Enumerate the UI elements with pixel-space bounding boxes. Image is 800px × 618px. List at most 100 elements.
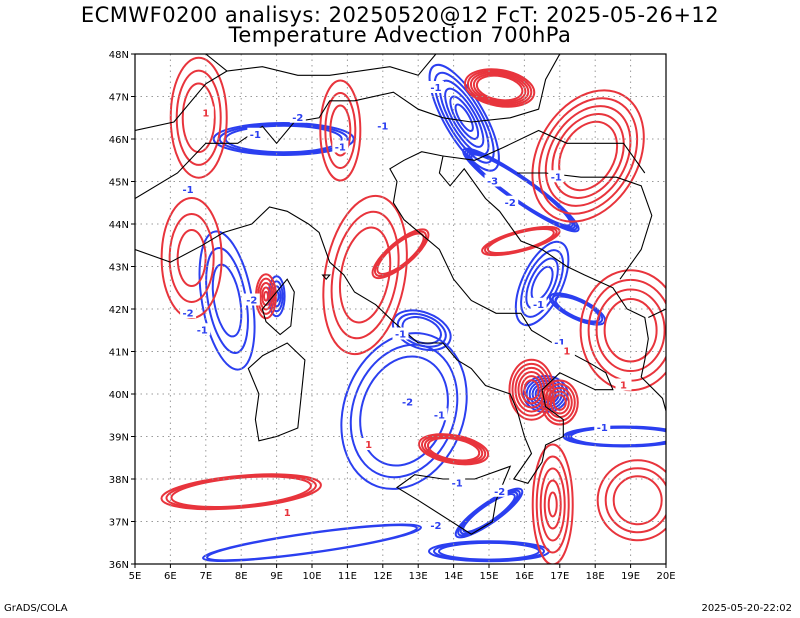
contour-label-bg [360, 438, 377, 450]
pos-advection-contour [175, 69, 222, 166]
neg-advection-contour [554, 295, 601, 323]
grads-credit: GrADS/COLA [4, 603, 68, 614]
lon-tick-label: 10E [302, 571, 321, 582]
contour-label-bg [427, 518, 444, 531]
lat-tick-label: 48N [109, 50, 129, 61]
lon-tick-label: 9E [270, 571, 283, 582]
contour-label-bg [594, 421, 611, 433]
pos-advection-contour [376, 232, 425, 275]
lon-tick-label: 20E [656, 571, 675, 582]
axis-layer: 5E 6E 7E 8E 9E 10E 11E 12E 13E 14E 15E 16E 17E 18E 19E… [109, 50, 676, 582]
pos-advection-contour [330, 210, 400, 340]
pos-advection-contour [612, 475, 663, 526]
pos-advection-contour [511, 362, 552, 417]
contour-label-bg [197, 106, 214, 119]
pos-advection-contour [160, 473, 322, 511]
lat-tick-label: 36N [109, 560, 129, 571]
contour-label-bg [392, 327, 409, 340]
pos-advection-contour [418, 433, 490, 466]
contour-label: -1 [377, 121, 388, 132]
contour-label-bg [332, 140, 349, 153]
contour-label-bg [427, 81, 444, 93]
contour-label-bg [194, 323, 211, 336]
map-subtitle: Temperature Advection 700hPa [228, 23, 572, 47]
neg-advection-contour [548, 292, 607, 326]
contour-label-bg [289, 110, 306, 123]
lat-tick-label: 42N [109, 305, 129, 316]
contour-label-bg [399, 395, 416, 408]
lat-tick-label: 37N [109, 518, 129, 529]
lon-tick-label: 5E [129, 571, 142, 582]
lon-tick-label: 8E [235, 571, 248, 582]
contour-label-bg [180, 306, 197, 319]
contour-label-bg [180, 183, 197, 195]
pos-advection-contour [464, 68, 536, 108]
contour-label-bg [615, 378, 632, 391]
lon-tick-label: 19E [621, 571, 640, 582]
pos-advection-contour [538, 97, 639, 215]
pos-advection-contour [329, 104, 352, 157]
lat-tick-label: 44N [109, 220, 129, 231]
pos-advection-contour [426, 437, 481, 462]
lat-tick-label: 43N [109, 263, 129, 274]
contour-label-bg [558, 344, 575, 357]
pos-advection-contour [324, 92, 357, 169]
contour-label: -1 [554, 338, 565, 349]
contour-label: -2 [430, 521, 441, 532]
national-border [205, 54, 437, 76]
pos-advection-contour [423, 435, 484, 463]
lon-tick-label: 13E [409, 571, 428, 582]
pos-advection-contour [165, 474, 317, 510]
contour-label: -2 [402, 398, 413, 409]
pos-advection-contour [539, 467, 566, 542]
pos-advection-contour [540, 379, 579, 426]
contour-label: 1 [620, 381, 627, 392]
lon-tick-label: 7E [199, 571, 212, 582]
neg-advection-contour [520, 249, 565, 318]
neg-advection-contour [218, 123, 349, 155]
contour-label: -3 [487, 177, 498, 188]
neg-advection-contour [462, 493, 516, 533]
sicily-coastline [396, 465, 512, 535]
pos-advection-contour [549, 390, 570, 415]
lat-tick-label: 39N [109, 433, 129, 444]
national-border [442, 129, 646, 174]
contour-label: 1 [202, 109, 209, 120]
contour-label-bg [548, 170, 565, 183]
contour-label: 1 [563, 347, 570, 358]
pos-advection-contour [520, 375, 543, 405]
contour-label: -1 [533, 300, 544, 311]
pos-advection-contour [168, 213, 215, 303]
pos-advection-contour [181, 82, 216, 154]
lat-tick-label: 45N [109, 178, 129, 189]
pos-advection-contour [603, 298, 658, 363]
neg-advection-contour [438, 541, 540, 561]
pos-advection-contour [258, 282, 273, 311]
pos-advection-contour [373, 230, 428, 277]
pos-advection-contour [469, 71, 530, 105]
pos-advection-contour [531, 443, 574, 564]
contour-label: 1 [365, 440, 372, 451]
lat-tick-label: 47N [109, 93, 129, 104]
lat-tick-label: 41N [109, 348, 129, 359]
pos-advection-contour [322, 194, 408, 356]
lat-tick-label: 40N [109, 390, 129, 401]
pos-advection-contour [339, 226, 392, 324]
contour-label-layer: 1-1-2-1-1-1-1-3-2-1-2-2-1 -1-2-1-2-2-1-1-… [180, 81, 632, 532]
pos-advection-contour [371, 228, 430, 280]
lat-tick-label: 46N [109, 135, 129, 146]
corsica-coastline [261, 278, 295, 336]
neg-advection-contour [570, 426, 666, 447]
neg-advection-contour [359, 355, 449, 467]
contour-label: -1 [551, 172, 562, 183]
lon-tick-label: 18E [586, 571, 605, 582]
neg-advection-contour [428, 63, 500, 172]
coastline [135, 151, 666, 484]
pos-advection-contour [543, 479, 562, 530]
lon-tick-label: 6E [164, 571, 177, 582]
contour-label-bg [247, 127, 264, 140]
contour-label: -1 [335, 143, 346, 154]
contour-label: -1 [452, 478, 463, 489]
lon-tick-label: 17E [550, 571, 569, 582]
